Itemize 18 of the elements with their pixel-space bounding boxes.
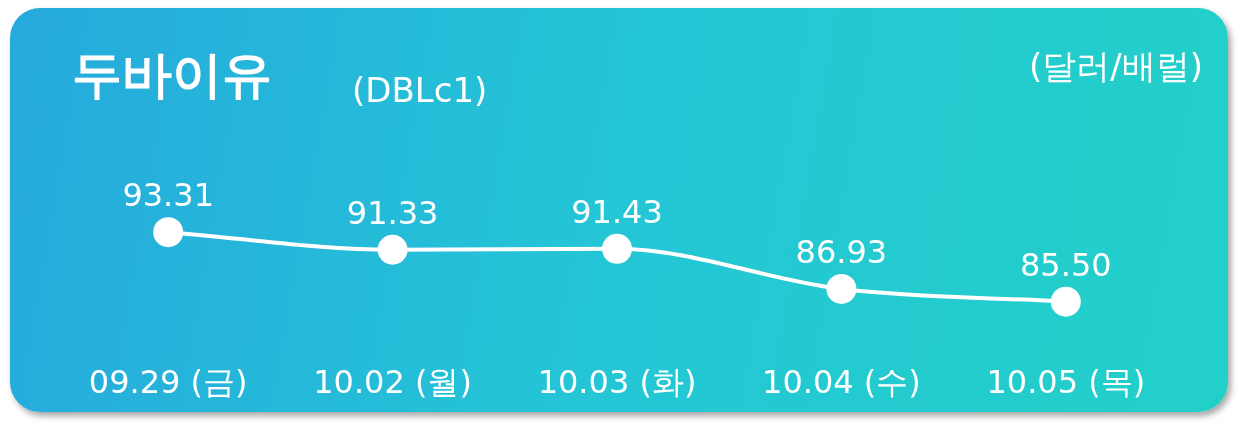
x-tick-label: 09.29 (금) [88,362,248,401]
data-label: 91.43 [571,193,663,232]
point [1050,286,1081,317]
x-tick-label: 10.04 (수) [762,362,921,401]
chart-subtitle: (DBLc1) [352,70,488,110]
data-label: 91.33 [346,194,439,233]
point [153,217,184,248]
data-label: 86.93 [795,233,888,272]
point [377,234,408,265]
x-tick-label: 10.05 (목) [986,362,1146,401]
chart-title: 두바이유 [72,45,272,106]
point [602,233,632,264]
y-axis-title: (달러/배럴) [1029,45,1203,88]
data-label: 93.31 [122,176,214,215]
x-tick-label: 10.02 (월) [313,362,472,401]
point [826,273,857,304]
data-label: 85.50 [1020,245,1112,284]
x-tick-label: 10.03 (화) [537,362,697,401]
